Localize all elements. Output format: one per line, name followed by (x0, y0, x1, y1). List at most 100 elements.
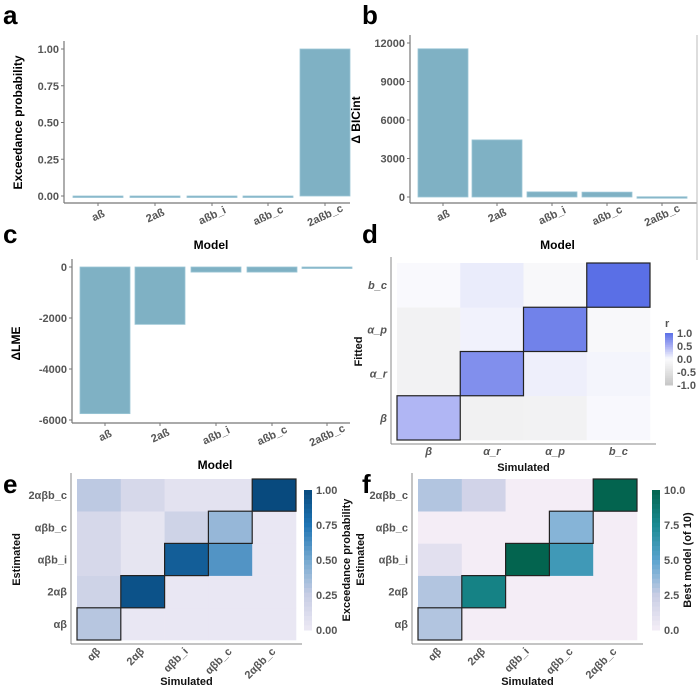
heatmap-cell (586, 351, 651, 397)
legend-gradient-step (304, 564, 312, 570)
legend-gradient-step (652, 625, 660, 631)
heatmap-cell (505, 479, 550, 512)
legend-tick-label: -0.5 (677, 367, 696, 379)
x-tick-label: aß (97, 428, 114, 444)
y-tick-label: β (379, 413, 387, 425)
legend-gradient-step (652, 583, 660, 589)
legend-gradient-step (304, 611, 312, 617)
legend-tick-label: 10.0 (664, 485, 685, 497)
y-tick-label: 0 (61, 262, 67, 274)
bar (134, 266, 186, 325)
diagonal-cell-outline (592, 478, 638, 512)
x-tick-label: aßb_c (590, 204, 624, 228)
legend-gradient-step (304, 504, 312, 510)
diagonal-cell-outline (522, 306, 588, 353)
bar (129, 195, 181, 198)
y-tick-label: α_r (370, 369, 388, 381)
legend-gradient-step (652, 532, 660, 538)
y-axis-title: Δ BICint (349, 96, 363, 143)
x-tick-label: 2αβb_c (584, 646, 620, 682)
x-tick-label: αβb_c (203, 646, 234, 677)
legend-tick-label: 7.5 (664, 520, 679, 532)
legend-gradient-step (652, 611, 660, 617)
heatmap-cell (586, 395, 651, 441)
legend-gradient-step (652, 597, 660, 603)
heatmap-cell (208, 607, 253, 641)
x-tick-label: 2aßb_c (308, 422, 347, 449)
legend-gradient-step (652, 569, 660, 575)
heatmap-cell (120, 511, 165, 544)
legend-gradient-step (304, 583, 312, 589)
y-tick-label: 0.25 (38, 154, 59, 166)
legend-gradient-step (652, 504, 660, 510)
legend-gradient-step (665, 339, 673, 343)
heatmap-cell (586, 307, 651, 352)
x-tick-label: αβb_i (161, 646, 190, 675)
x-axis-title: Model (540, 238, 575, 252)
x-tick-label: aß (435, 208, 452, 224)
legend-gradient-step (652, 550, 660, 556)
bar (471, 139, 523, 198)
heatmap-f: αβ 2αβ αβb_i αβb_c 2αβb_c αβ 2αβ αβb_i αβb_c 2αβb… (355, 473, 694, 688)
legend-gradient-step (665, 336, 673, 339)
heatmap-cell (418, 575, 463, 609)
heatmap-cell (164, 575, 209, 609)
heatmap-cell (461, 607, 506, 641)
y-tick-label: 12000 (374, 38, 405, 50)
heatmap-cell (460, 395, 524, 441)
legend-gradient-step (665, 374, 673, 377)
heatmap-cell (77, 479, 122, 512)
legend-gradient-step (652, 541, 660, 547)
heatmap-cell (523, 307, 588, 352)
heatmap-cell (397, 351, 461, 397)
heatmap-cell (77, 607, 122, 641)
bar (242, 195, 294, 198)
heatmap-cell (208, 575, 253, 609)
legend-gradient-step (652, 527, 660, 533)
legend-tick-label: 0.0 (677, 354, 692, 366)
legend-gradient-step (665, 364, 673, 367)
y-tick-label: 9000 (381, 77, 405, 89)
x-tick-label: αβ (85, 646, 103, 664)
legend-tick-label: 0.25 (316, 590, 337, 602)
legend-gradient-step (665, 378, 673, 381)
y-tick-label: -6000 (39, 415, 67, 427)
heatmap-cell (164, 543, 209, 576)
diagonal-cell-outline (459, 350, 525, 397)
legend-gradient-step (665, 365, 673, 369)
legend-tick-label: 1.00 (316, 485, 337, 497)
bar (186, 195, 238, 198)
legend-gradient-step (652, 508, 660, 514)
legend-gradient-step (665, 352, 673, 355)
y-tick-label: αβb_c (376, 522, 408, 534)
heatmap-cell (418, 543, 463, 576)
heatmap-cell (593, 575, 638, 609)
x-tick-label: α_p (545, 446, 565, 458)
legend-gradient-step (304, 527, 312, 533)
heatmap-cell (461, 479, 506, 512)
y-tick-label: αβb_c (35, 522, 67, 534)
x-tick-label: aßb_c (251, 204, 285, 228)
legend-gradient-step (665, 357, 673, 360)
x-axis-title: Simulated (501, 676, 554, 687)
heatmap-cell (593, 543, 638, 576)
heatmap-cell (593, 511, 638, 544)
legend-gradient-step (665, 355, 673, 358)
legend-gradient-step (304, 574, 312, 580)
x-tick-label: 2aß (144, 206, 167, 225)
legend-gradient-step (665, 350, 673, 353)
y-tick-label: 1.00 (38, 44, 59, 56)
legend-gradient-step (665, 362, 673, 365)
diagonal-cell-outline (461, 574, 507, 609)
legend-gradient-step (304, 625, 312, 631)
legend-gradient-step (652, 522, 660, 528)
heatmap-cell (586, 263, 651, 308)
y-axis-title: ΔLME (9, 327, 23, 361)
y-tick-label: b_c (368, 280, 387, 292)
bar (581, 191, 633, 198)
x-tick-label: b_c (609, 446, 628, 458)
panel-label-e: e (3, 469, 17, 499)
legend-gradient-step (304, 536, 312, 542)
y-tick-label: -2000 (39, 313, 67, 325)
